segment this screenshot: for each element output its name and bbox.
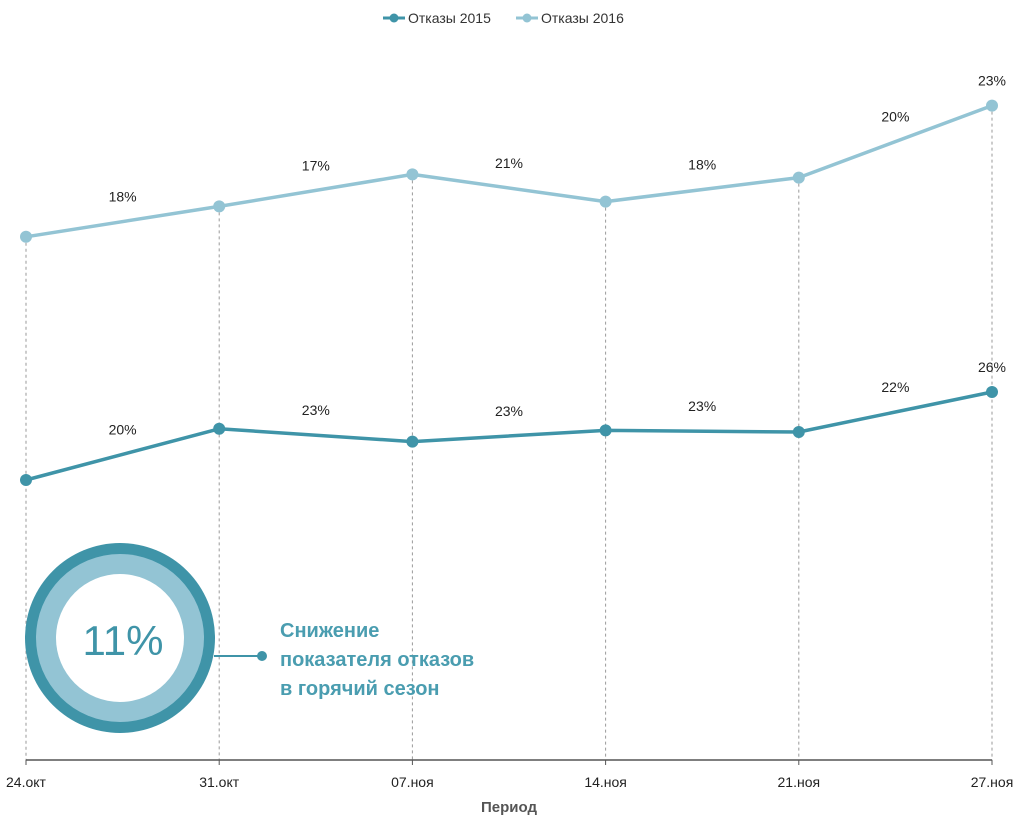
badge-caption: Снижение показателя отказов в горячий се… <box>280 617 540 704</box>
badge-inner-circle <box>56 574 184 702</box>
badge-connector-dot <box>257 651 267 661</box>
data-point <box>986 99 998 112</box>
data-label: 21% <box>495 155 523 171</box>
x-axis-title: Период <box>481 799 537 816</box>
data-point <box>406 435 419 448</box>
data-point <box>792 426 805 438</box>
data-label: 17% <box>302 157 330 173</box>
data-label: 18% <box>688 157 716 173</box>
x-tick-label: 14.ноя <box>584 774 627 790</box>
badge-value: 11% <box>83 617 164 664</box>
data-label: 26% <box>978 359 1006 375</box>
gridlines <box>25 105 993 760</box>
data-label: 23% <box>302 402 330 418</box>
badge: 11% <box>25 543 267 733</box>
series-line-1 <box>25 103 993 239</box>
data-point <box>213 200 226 213</box>
data-point <box>986 386 998 398</box>
series-lines <box>20 99 998 486</box>
x-tick-label: 31.окт <box>199 774 240 790</box>
data-point <box>20 474 32 486</box>
data-label: 20% <box>109 421 137 437</box>
data-label: 22% <box>881 379 909 395</box>
x-tick-label: 21.ноя <box>778 774 821 790</box>
x-axis: 24.окт 31.окт 07.ноя 14.ноя 21.ноя 27.ноя <box>6 759 1014 790</box>
legend: Отказы 2015 Отказы 2016 <box>383 10 624 26</box>
legend-swatch-dot-0 <box>389 13 399 23</box>
badge-caption-line-2: показателя отказов <box>280 649 475 671</box>
badge-caption-line-3: в горячий сезон <box>280 678 440 700</box>
data-label: 23% <box>495 403 523 419</box>
data-label: 23% <box>978 73 1006 89</box>
legend-item-label: Отказы 2016 <box>541 10 624 26</box>
data-point <box>213 422 226 435</box>
data-point <box>599 424 612 437</box>
legend-item-label: Отказы 2015 <box>408 10 491 26</box>
data-labels: 20% 23% 23% 23% 22% 26% 18% 17% 21% 18% 20% 23% <box>109 73 1006 438</box>
legend-swatch-dot-1 <box>522 13 532 23</box>
data-label: 20% <box>881 109 909 125</box>
x-tick-label: 27.ноя <box>971 774 1014 790</box>
data-point <box>599 195 612 208</box>
badge-caption-line-1: Снижение <box>280 620 380 642</box>
data-point <box>792 171 805 184</box>
x-tick-label: 07.ноя <box>391 774 434 790</box>
data-point <box>20 230 32 243</box>
data-point <box>406 168 419 181</box>
data-label: 18% <box>109 189 137 205</box>
data-label: 23% <box>688 398 716 414</box>
series-line-0 <box>25 390 993 482</box>
x-tick-label: 24.окт <box>6 774 47 790</box>
